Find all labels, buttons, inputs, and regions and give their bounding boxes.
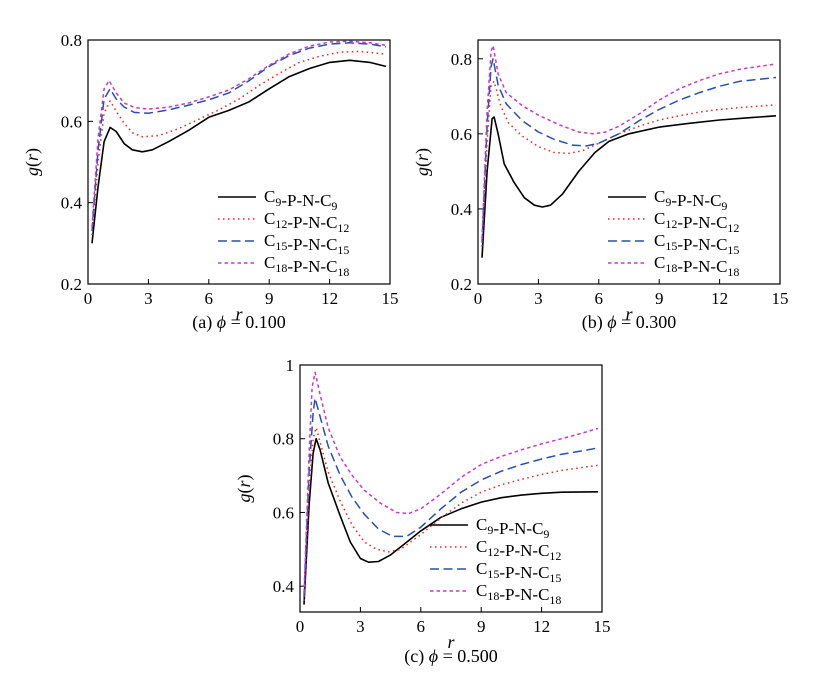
x-tick-label: 12 [711,289,728,308]
y-axis-label: g(r) [412,148,433,176]
plot-frame [87,39,391,285]
series-line-C18 [481,44,777,240]
x-tick-label: 6 [205,289,214,308]
panel-caption: (b) ϕ = 0.300 [582,312,676,333]
plot-frame [477,39,781,285]
y-tick-label: 0.4 [273,577,295,596]
x-axis-label: r [625,304,633,324]
legend-label-C15: C15-P-N-C15 [476,559,561,585]
x-tick-label: 0 [84,289,93,308]
x-tick-label: 6 [595,289,604,308]
series-line-C12 [481,80,777,247]
x-tick-label: 15 [382,289,399,308]
legend-label-C15: C15-P-N-C15 [264,231,349,257]
legend-label-C15: C15-P-N-C15 [654,231,739,257]
y-axis-label: g(r) [234,474,255,502]
y-tick-label: 0.4 [451,200,473,219]
series-group [91,40,387,244]
x-axis-label: r [447,632,455,652]
series-line-C18 [303,371,599,594]
panel-b: 0 3 6 9 12 15 0.2 0.4 0.6 0.8 r g(r) (b) ϕ = 0.300 C9… [412,39,789,333]
panel-c: 0 3 6 9 12 15 0.4 0.6 0.8 1 r g(r) (c) ϕ = 0.500 C9-P… [234,356,611,667]
legend-label-C18: C18-P-N-C18 [654,253,739,279]
legend-label-C12: C12-P-N-C12 [264,209,349,235]
series-line-C9 [303,437,599,605]
series-line-C15 [481,58,777,243]
x-tick-label: 9 [655,289,664,308]
x-tick-label: 9 [265,289,274,308]
series-line-C18 [91,40,387,228]
x-tick-label: 3 [144,289,153,308]
y-tick-label: 0.6 [451,125,472,144]
y-tick-label: 0.2 [61,275,82,294]
series-line-C9 [91,59,387,244]
panel-caption: (a) ϕ = 0.100 [192,312,285,333]
x-axis-label: r [235,304,243,324]
x-tick-label: 9 [477,617,486,636]
x-tick-label: 0 [474,289,483,308]
plot-frame [299,364,603,613]
y-tick-label: 0.2 [451,275,472,294]
y-tick-label: 0.6 [273,503,294,522]
x-tick-label: 15 [594,617,611,636]
series-line-C15 [303,397,599,598]
legend-label-C18: C18-P-N-C18 [264,253,349,279]
x-tick-label: 6 [417,617,426,636]
x-tick-label: 3 [356,617,365,636]
legend: C9-P-N-C9C12-P-N-C12C15-P-N-C15C18-P-N-C… [430,515,561,607]
series-group [481,44,777,258]
y-tick-label: 0.8 [61,31,82,50]
series-group [303,371,599,605]
series-line-C12 [303,426,599,601]
series-line-C15 [91,42,387,232]
x-tick-label: 3 [534,289,543,308]
y-tick-label: 0.8 [451,50,472,69]
series-line-C9 [481,115,777,258]
legend-label-C9: C9-P-N-C9 [476,515,549,541]
y-tick-label: 0.6 [61,112,82,131]
legend-label-C12: C12-P-N-C12 [476,537,561,563]
legend: C9-P-N-C9C12-P-N-C12C15-P-N-C15C18-P-N-C… [218,187,349,279]
panel-a: 0 3 6 9 12 15 0.2 0.4 0.6 0.8 r g(r) (a) ϕ = 0.100 C9… [22,31,399,333]
y-axis-label: g(r) [22,148,43,176]
y-tick-label: 0.8 [273,430,294,449]
y-tick-label: 1 [286,356,295,375]
x-tick-label: 0 [296,617,305,636]
panel-caption: (c) ϕ = 0.500 [404,646,497,667]
legend-label-C18: C18-P-N-C18 [476,581,561,607]
legend-label-C12: C12-P-N-C12 [654,209,739,235]
legend-label-C9: C9-P-N-C9 [654,187,727,213]
legend-label-C9: C9-P-N-C9 [264,187,337,213]
legend: C9-P-N-C9C12-P-N-C12C15-P-N-C15C18-P-N-C… [608,187,739,279]
series-line-C12 [91,50,387,236]
x-tick-label: 15 [772,289,789,308]
x-tick-label: 12 [321,289,338,308]
x-tick-label: 12 [533,617,550,636]
y-tick-label: 0.4 [61,194,83,213]
